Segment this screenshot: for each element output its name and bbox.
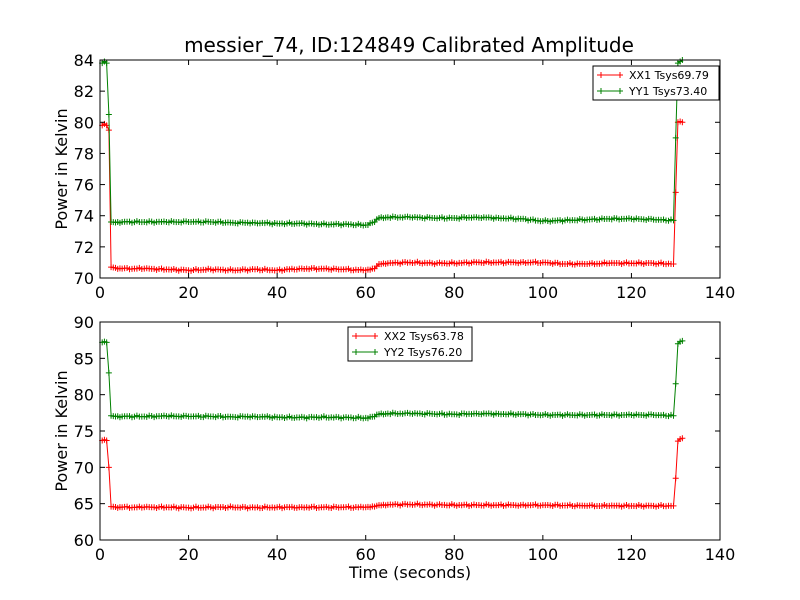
data-point	[672, 189, 679, 196]
data-point	[103, 60, 110, 67]
y-tick-label: 80	[74, 386, 94, 405]
legend-label: XX1 Tsys69.79	[629, 69, 709, 82]
data-point	[672, 475, 679, 482]
data-point	[670, 217, 677, 224]
series-markers	[99, 57, 686, 229]
y-tick-label: 65	[74, 495, 94, 514]
y-tick-label: 84	[74, 51, 94, 70]
data-point	[679, 337, 686, 344]
y-tick-label: 76	[74, 176, 94, 195]
data-point	[103, 339, 110, 346]
legend-entry: XX1 Tsys69.79	[597, 69, 709, 82]
y-axis-label: Power in Kelvin	[52, 108, 71, 229]
data-point	[105, 111, 112, 118]
legend: XX1 Tsys69.79 YY1 Tsys73.40	[592, 65, 720, 101]
legend-label: YY2 Tsys76.20	[383, 346, 462, 359]
x-tick-label: 100	[528, 283, 559, 302]
legend-entry: YY2 Tsys76.20	[352, 346, 462, 359]
legend-label: YY1 Tsys73.40	[628, 85, 707, 98]
x-tick-label: 20	[178, 545, 198, 564]
x-tick-label: 40	[267, 283, 287, 302]
data-point	[670, 260, 677, 267]
series-markers	[99, 118, 686, 274]
y-tick-label: 70	[74, 458, 94, 477]
y-tick-label: 60	[74, 531, 94, 550]
y-tick-label: 78	[74, 144, 94, 163]
x-tick-label: 80	[444, 545, 464, 564]
x-tick-label: 140	[705, 545, 736, 564]
series-2	[99, 57, 686, 229]
data-point	[103, 437, 110, 444]
legend-entry: XX2 Tsys63.78	[352, 330, 464, 343]
x-tick-label: 40	[267, 545, 287, 564]
chart-title: messier_74, ID:124849 Calibrated Amplitu…	[184, 33, 634, 57]
x-tick-label: 80	[444, 283, 464, 302]
data-point	[672, 380, 679, 387]
top-panel: 0 20 40 60 80 100 120 140 70 72 74 76 78 80 82 84 Power …	[52, 51, 735, 302]
legend-label: XX2 Tsys63.78	[384, 330, 464, 343]
data-point	[672, 134, 679, 141]
y-axis-label: Power in Kelvin	[52, 370, 71, 491]
x-tick-label: 100	[528, 545, 559, 564]
series-markers	[99, 435, 686, 512]
x-tick-label: 0	[95, 283, 105, 302]
x-tick-label: 120	[616, 283, 647, 302]
series-line	[102, 437, 683, 509]
data-point	[670, 412, 677, 419]
y-tick-label: 82	[74, 82, 94, 101]
bottom-panel: 0 20 40 60 80 100 120 140 60 65 70 75 80 85 90 Power in…	[52, 313, 735, 582]
y-tick-label: 80	[74, 113, 94, 132]
data-point	[105, 464, 112, 471]
series-1	[99, 435, 686, 512]
y-tick-label: 75	[74, 422, 94, 441]
series-markers	[99, 337, 686, 422]
x-tick-label: 120	[616, 545, 647, 564]
plot-frame	[99, 59, 721, 279]
x-tick-label: 60	[356, 283, 376, 302]
y-tick-label: 70	[74, 269, 94, 288]
y-tick-label: 85	[74, 349, 94, 368]
x-tick-label: 140	[705, 283, 736, 302]
y-tick-label: 72	[74, 238, 94, 257]
legend-swatch-marker	[598, 88, 623, 94]
legend-box	[592, 65, 720, 101]
x-axis-label: Time (seconds)	[348, 563, 471, 582]
legend: XX2 Tsys63.78 YY2 Tsys76.20	[347, 326, 473, 362]
data-point	[670, 502, 677, 509]
data-point	[679, 435, 686, 442]
x-tick-label: 60	[356, 545, 376, 564]
legend-swatch-marker	[353, 333, 378, 339]
x-tick-label: 20	[178, 283, 198, 302]
series-line	[101, 120, 683, 272]
legend-box	[347, 326, 473, 362]
data-point	[105, 369, 112, 376]
legend-swatch-marker	[353, 349, 378, 355]
y-tick-label: 74	[74, 207, 94, 226]
x-tick-label: 0	[95, 545, 105, 564]
legend-swatch-marker	[598, 72, 623, 78]
series-1	[99, 118, 686, 274]
y-tick-label: 90	[74, 313, 94, 332]
legend-entry: YY1 Tsys73.40	[597, 85, 707, 98]
data-point	[679, 119, 686, 126]
series-2	[99, 337, 686, 422]
